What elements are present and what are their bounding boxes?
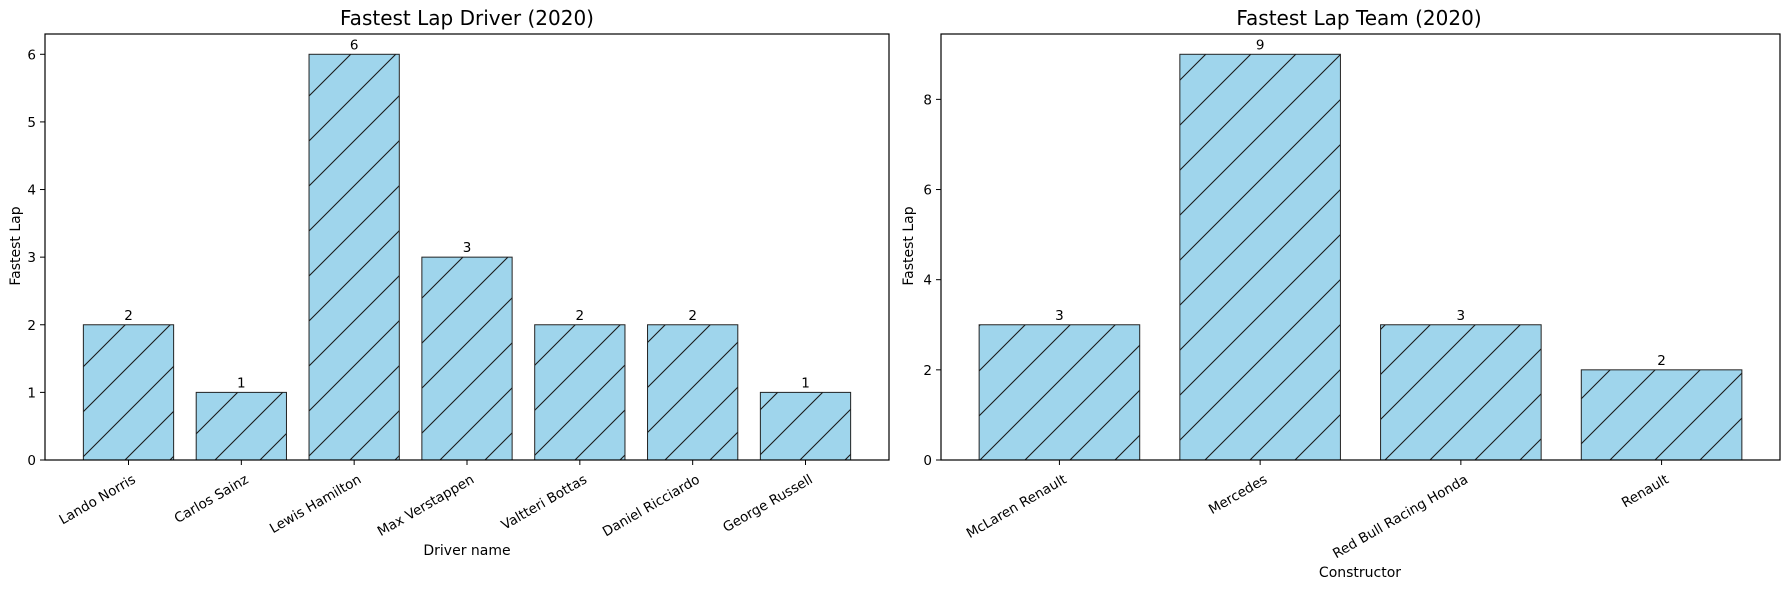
team-ytick-label: 8 (923, 92, 932, 108)
driver-ytick-label: 4 (27, 183, 36, 199)
team-bar-renault (1580, 369, 1743, 461)
driver-data-label-carlos-sainz: 1 (237, 375, 246, 391)
team-ytick-label: 2 (923, 363, 932, 379)
driver-xtick-label-lewis-hamilton: Lewis Hamilton (267, 472, 364, 537)
driver-chart-bars (82, 53, 852, 461)
team-bar-red-bull-racing-honda (1380, 324, 1542, 461)
team-ytick-label: 0 (923, 453, 932, 469)
driver-data-label-valtteri-bottas: 2 (576, 308, 585, 324)
driver-bar-valtteri-bottas (534, 324, 626, 461)
driver-bar-daniel-ricciardo (647, 324, 739, 461)
driver-chart-title: Fastest Lap Driver (2020) (340, 6, 594, 30)
driver-data-label-daniel-ricciardo: 2 (688, 308, 697, 324)
driver-xtick-label-valtteri-bottas: Valtteri Bottas (499, 472, 590, 534)
driver-bar-carlos-sainz (195, 391, 287, 461)
team-chart: Fastest Lap Team (2020) Fastest Lap Cons… (901, 6, 1781, 581)
driver-bar-max-verstappen (421, 256, 513, 461)
driver-chart-yticks: 0 1 2 3 4 5 6 (27, 47, 45, 469)
driver-data-label-max-verstappen: 3 (463, 240, 472, 256)
driver-ytick-label: 0 (27, 453, 36, 469)
driver-bar-lewis-hamilton (308, 53, 400, 461)
driver-ytick-label: 6 (27, 47, 36, 63)
team-chart-xticks: McLaren Renault Mercedes Red Bull Racing H… (964, 460, 1672, 562)
driver-ytick-label: 2 (27, 318, 36, 334)
driver-xtick-label-carlos-sainz: Carlos Sainz (172, 472, 252, 527)
driver-data-label-lando-norris: 2 (124, 308, 133, 324)
team-xtick-label-red-bull-racing-honda: Red Bull Racing Honda (1330, 472, 1471, 563)
team-chart-xlabel: Constructor (1319, 565, 1401, 581)
team-xtick-label-mclaren-renault: McLaren Renault (964, 472, 1070, 542)
driver-chart-data-labels: 2 1 6 3 2 2 1 (124, 37, 810, 391)
driver-chart-ylabel: Fastest Lap (8, 206, 24, 285)
team-chart-yticks: 0 2 4 6 8 (923, 92, 941, 469)
driver-bar-george-russell (759, 391, 852, 461)
team-data-label-mercedes: 9 (1256, 37, 1265, 53)
driver-xtick-label-george-russell: George Russell (720, 472, 815, 536)
driver-ytick-label: 5 (27, 115, 36, 131)
driver-data-label-lewis-hamilton: 6 (350, 37, 359, 53)
driver-xtick-label-daniel-ricciardo: Daniel Ricciardo (600, 472, 703, 541)
driver-xtick-label-max-verstappen: Max Verstappen (375, 472, 477, 540)
driver-chart-frame (44, 33, 890, 461)
team-chart-ylabel: Fastest Lap (901, 206, 917, 285)
driver-ytick-label: 3 (27, 250, 36, 266)
team-ytick-label: 4 (923, 273, 932, 289)
team-chart-bars (978, 53, 1743, 461)
driver-chart-xticks: Lando Norris Carlos Sainz Lewis Hamilton Ma… (56, 460, 816, 541)
team-chart-frame (940, 33, 1781, 461)
driver-chart: Fastest Lap Driver (2020) Fastest Lap Dr… (8, 6, 890, 559)
driver-xtick-label-lando-norris: Lando Norris (56, 472, 138, 529)
team-chart-title: Fastest Lap Team (2020) (1236, 6, 1481, 30)
team-bar-mclaren-renault (978, 324, 1141, 461)
driver-chart-xlabel: Driver name (423, 543, 510, 559)
team-data-label-red-bull-racing-honda: 3 (1457, 308, 1466, 324)
team-data-label-mclaren-renault: 3 (1055, 308, 1064, 324)
team-xtick-label-renault: Renault (1619, 472, 1672, 512)
team-xtick-label-mercedes: Mercedes (1206, 472, 1270, 518)
team-bar-mercedes (1179, 53, 1341, 461)
team-ytick-label: 6 (923, 183, 932, 199)
team-chart-data-labels: 3 9 3 2 (1055, 37, 1666, 369)
driver-bar-lando-norris (82, 324, 175, 461)
team-data-label-renault: 2 (1657, 353, 1666, 369)
driver-data-label-george-russell: 1 (801, 375, 810, 391)
driver-ytick-label: 1 (27, 385, 36, 401)
